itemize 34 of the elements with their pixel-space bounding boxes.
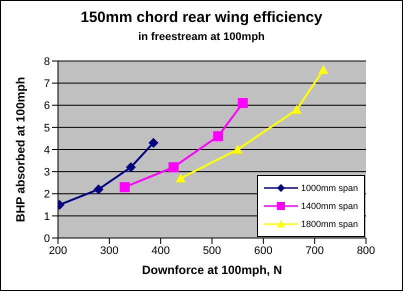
point <box>232 144 243 154</box>
y-axis-title: BHP absorbed at 100mph <box>13 76 28 222</box>
point <box>292 104 302 114</box>
legend-label: 1000mm span <box>301 183 358 193</box>
x-tick-label: 500 <box>202 244 222 257</box>
chart-title: 150mm chord rear wing efficiency <box>80 9 324 26</box>
point <box>94 184 104 194</box>
point <box>168 162 178 172</box>
point <box>176 173 186 182</box>
y-tick-label: 7 <box>44 78 50 90</box>
y-tick-label: 4 <box>44 144 50 156</box>
x-tick-label: 600 <box>254 244 273 257</box>
y-tick-label: 1 <box>44 210 50 223</box>
point <box>148 138 158 148</box>
chart-subtitle: in freestream at 100mph <box>137 31 266 43</box>
point <box>120 182 130 192</box>
legend-label: 1800mm span <box>301 219 358 229</box>
x-tick-label: 800 <box>356 244 376 257</box>
x-tick-label: 300 <box>100 244 119 257</box>
y-tick-label: 3 <box>44 166 50 179</box>
y-tick-label: 0 <box>44 232 50 245</box>
point <box>213 131 224 142</box>
y-tick-label: 2 <box>44 188 50 201</box>
x-tick-label: 700 <box>305 244 324 257</box>
y-tick-label: 6 <box>44 100 50 112</box>
point <box>126 162 136 172</box>
point <box>238 98 248 108</box>
y-tick-label: 8 <box>44 56 50 68</box>
x-axis-title: Downforce at 100mph, N <box>142 263 282 277</box>
legend-label: 1400mm span <box>301 201 358 211</box>
point <box>318 64 328 74</box>
x-tick-label: 400 <box>151 244 170 257</box>
y-tick-label: 5 <box>44 122 50 134</box>
x-tick-label: 200 <box>48 244 68 257</box>
